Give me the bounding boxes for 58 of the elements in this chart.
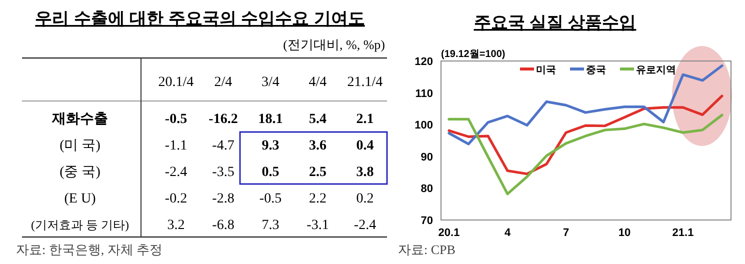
- x-tick-label: 7: [562, 227, 570, 239]
- y-tick-label: 100: [414, 120, 433, 132]
- y-tick-label: (기저효과 등 기타): [31, 218, 129, 232]
- line-series: [448, 64, 724, 146]
- legend-label: 미국: [536, 65, 556, 76]
- x-tick-label: 21.1/4: [347, 75, 383, 90]
- data-label: -4.7: [212, 138, 234, 154]
- y-tick-label: 70: [420, 215, 433, 227]
- data-label: 2.2: [309, 192, 326, 206]
- chart-subtitle: (19.12월=100): [441, 49, 506, 60]
- text: 자료: CPB: [398, 242, 456, 257]
- data-label: -2.4: [164, 165, 188, 180]
- x-tick-label: 20.1: [438, 227, 460, 239]
- text: 자료: 한국은행, 자체 추정: [16, 242, 163, 257]
- data-label: 0.2: [356, 192, 374, 206]
- x-tick-label: 2/4: [214, 75, 232, 90]
- data-label: -2.4: [354, 218, 376, 233]
- line-series: [448, 94, 724, 176]
- y-tick-label: 90: [420, 151, 433, 164]
- data-label: -2.8: [212, 192, 234, 206]
- data-label: 7.3: [262, 218, 280, 233]
- data-label: 5.4: [309, 112, 326, 127]
- line-series: [448, 114, 724, 196]
- y-tick-label: (E U): [64, 192, 96, 206]
- legend-label: 유로지역: [636, 65, 676, 76]
- data-label: 0.4: [356, 138, 374, 154]
- data-label: 9.3: [262, 138, 280, 154]
- y-tick-label: 재화수출: [51, 110, 108, 126]
- data-label: -16.2: [208, 112, 238, 127]
- x-tick-label: 4/4: [308, 75, 327, 90]
- legend-label: 중국: [586, 65, 606, 76]
- data-label: -3.1: [306, 218, 329, 233]
- x-tick-label: 21.1: [672, 227, 694, 239]
- data-label: 3.2: [167, 218, 185, 233]
- y-tick-label: (미 국): [60, 138, 101, 154]
- data-label: 2.5: [309, 165, 326, 180]
- data-label: 3.6: [309, 138, 326, 154]
- y-tick-label: 110: [415, 88, 433, 100]
- data-label: 18.1: [258, 112, 283, 127]
- chart-title: 주요국 실질 상품수입: [474, 13, 636, 32]
- data-label: 3.8: [356, 165, 374, 180]
- data-label: -0.5: [259, 192, 282, 206]
- y-tick-label: 120: [414, 56, 433, 68]
- y-tick-label: (중 국): [60, 165, 101, 180]
- x-tick-label: 3/4: [262, 75, 280, 90]
- chart-subtitle: (전기대비, %, %p): [283, 37, 385, 52]
- data-label: -1.1: [164, 138, 188, 154]
- x-tick-label: 20.1/4: [158, 75, 194, 90]
- x-tick-label: 10: [618, 227, 631, 239]
- data-label: 0.5: [262, 165, 280, 180]
- data-label: -0.5: [164, 112, 188, 127]
- data-label: -0.2: [164, 192, 188, 206]
- y-tick-label: 80: [420, 183, 433, 196]
- chart-title: 우리 수출에 대한 주요국의 수입수요 기여도: [35, 9, 365, 28]
- data-label: -6.8: [212, 218, 234, 233]
- data-label: -3.5: [212, 165, 234, 180]
- x-tick-label: 4: [504, 227, 512, 239]
- data-label: 2.1: [356, 112, 374, 127]
